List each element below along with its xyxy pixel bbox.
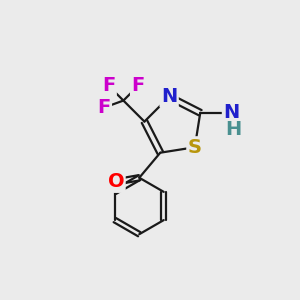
Text: H: H [225, 120, 241, 139]
Text: F: F [102, 76, 115, 95]
Text: F: F [97, 98, 110, 117]
Text: N: N [223, 103, 240, 122]
Text: O: O [107, 172, 124, 191]
Text: F: F [131, 76, 145, 95]
Text: S: S [188, 138, 202, 157]
Text: N: N [161, 87, 177, 106]
